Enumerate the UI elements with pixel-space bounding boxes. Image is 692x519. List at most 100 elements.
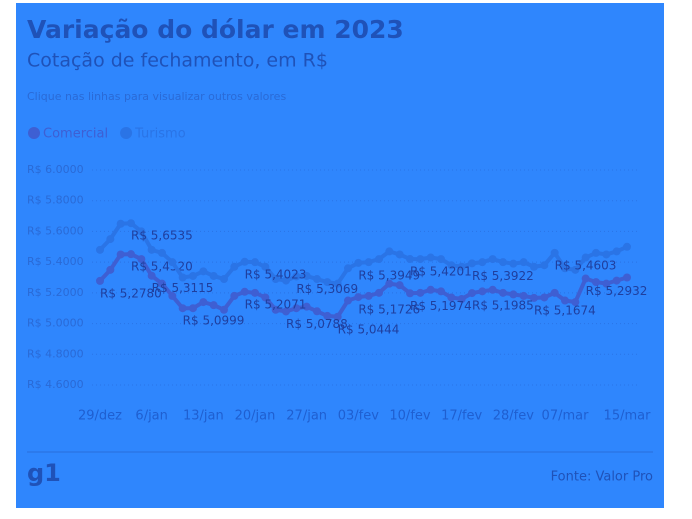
point[interactable] (251, 288, 259, 297)
point[interactable] (581, 253, 590, 262)
legend-label[interactable]: Comercial (43, 127, 108, 142)
point[interactable] (468, 259, 476, 268)
point[interactable] (354, 258, 363, 267)
point[interactable] (571, 298, 580, 307)
point[interactable] (540, 261, 549, 270)
point[interactable] (240, 287, 249, 296)
point[interactable] (478, 287, 487, 296)
point[interactable] (127, 219, 135, 228)
point[interactable] (178, 304, 187, 313)
point[interactable] (550, 248, 559, 257)
point[interactable] (468, 289, 476, 298)
point[interactable] (302, 302, 311, 311)
point[interactable] (168, 258, 177, 267)
point[interactable] (550, 288, 559, 297)
point[interactable] (581, 274, 590, 283)
point[interactable] (282, 276, 290, 285)
point[interactable] (251, 258, 259, 267)
point[interactable] (623, 273, 631, 282)
point[interactable] (592, 248, 600, 257)
point[interactable] (561, 264, 569, 273)
point[interactable] (230, 291, 239, 300)
point[interactable] (406, 289, 414, 298)
point[interactable] (333, 312, 342, 321)
point[interactable] (457, 262, 466, 271)
point[interactable] (530, 262, 538, 271)
point[interactable] (220, 305, 228, 314)
point[interactable] (375, 288, 383, 297)
point[interactable] (519, 291, 528, 300)
point[interactable] (199, 298, 208, 307)
point[interactable] (137, 255, 146, 264)
point[interactable] (313, 275, 321, 284)
point[interactable] (519, 258, 528, 267)
point[interactable] (261, 293, 270, 302)
point[interactable] (447, 293, 456, 302)
point[interactable] (313, 307, 321, 316)
point[interactable] (292, 272, 301, 281)
point[interactable] (209, 271, 218, 280)
point[interactable] (158, 279, 166, 288)
point[interactable] (375, 255, 383, 264)
point[interactable] (385, 279, 394, 288)
point[interactable] (364, 258, 373, 267)
point[interactable] (116, 219, 125, 228)
point[interactable] (426, 285, 435, 294)
point[interactable] (199, 267, 208, 276)
point[interactable] (137, 227, 146, 236)
point[interactable] (499, 258, 507, 267)
point[interactable] (395, 281, 404, 290)
legend-swatch[interactable] (120, 127, 133, 139)
point[interactable] (478, 258, 487, 267)
point[interactable] (344, 264, 352, 273)
point[interactable] (623, 242, 631, 251)
point[interactable] (499, 288, 507, 297)
point[interactable] (395, 250, 404, 259)
point[interactable] (333, 279, 342, 288)
point[interactable] (530, 293, 538, 302)
point[interactable] (323, 278, 332, 287)
point[interactable] (416, 255, 425, 264)
point[interactable] (592, 278, 600, 287)
point[interactable] (344, 296, 352, 305)
point[interactable] (509, 290, 518, 299)
point[interactable] (220, 275, 228, 284)
point[interactable] (261, 262, 270, 271)
point[interactable] (147, 245, 156, 254)
point[interactable] (282, 307, 290, 316)
point[interactable] (271, 305, 280, 314)
point[interactable] (426, 253, 435, 262)
point[interactable] (158, 248, 166, 257)
point[interactable] (292, 304, 301, 313)
point[interactable] (612, 247, 621, 256)
point[interactable] (612, 276, 621, 285)
point[interactable] (571, 265, 580, 274)
point[interactable] (540, 293, 549, 302)
point[interactable] (106, 265, 115, 274)
point[interactable] (240, 257, 249, 266)
point[interactable] (189, 304, 197, 313)
point[interactable] (116, 250, 125, 259)
point[interactable] (385, 247, 394, 256)
point[interactable] (168, 291, 177, 300)
point[interactable] (416, 288, 425, 297)
point[interactable] (488, 285, 497, 294)
point[interactable] (209, 301, 218, 310)
point[interactable] (447, 261, 456, 270)
point[interactable] (509, 259, 518, 268)
point[interactable] (354, 293, 363, 302)
point[interactable] (178, 273, 187, 282)
point[interactable] (230, 262, 239, 271)
point[interactable] (127, 250, 135, 259)
point[interactable] (561, 296, 569, 305)
point[interactable] (406, 255, 414, 264)
point[interactable] (602, 279, 611, 288)
legend-label[interactable]: Turismo (134, 127, 186, 142)
point[interactable] (302, 271, 311, 280)
point[interactable] (147, 271, 156, 280)
legend-swatch[interactable] (28, 127, 40, 139)
point[interactable] (323, 311, 332, 320)
point[interactable] (488, 255, 497, 264)
point[interactable] (106, 235, 115, 244)
point[interactable] (437, 287, 445, 296)
